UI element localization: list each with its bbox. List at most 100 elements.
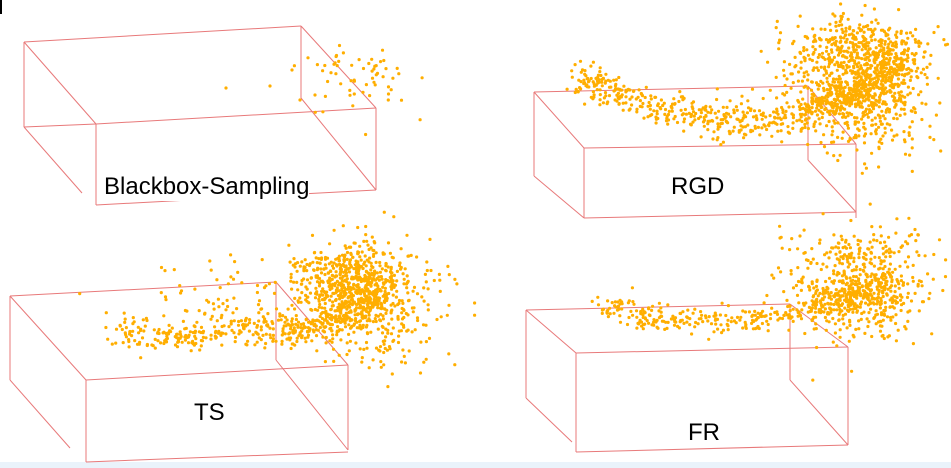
sample-point [328, 287, 332, 292]
sample-point [364, 132, 368, 137]
sample-point [209, 333, 213, 337]
sample-point [750, 321, 754, 325]
sample-point [750, 318, 755, 322]
sample-point [120, 327, 124, 332]
sample-point [347, 300, 351, 304]
sample-point [846, 298, 850, 302]
sample-point [848, 318, 852, 322]
sample-point [216, 297, 220, 301]
sample-point [415, 292, 420, 296]
sample-point [906, 85, 911, 89]
sample-point [843, 312, 848, 316]
sample-point [903, 48, 907, 52]
sample-point [396, 316, 400, 320]
sample-point [314, 324, 318, 328]
sample-point [834, 43, 838, 47]
sample-point [715, 116, 719, 120]
sample-point [877, 100, 881, 104]
sample-point [902, 138, 907, 142]
sample-point [720, 301, 724, 305]
sample-point [880, 109, 884, 113]
sample-point [346, 295, 350, 299]
sample-point [732, 319, 737, 323]
sample-point [399, 247, 403, 251]
sample-point [371, 305, 375, 309]
sample-point [406, 254, 410, 258]
sample-point [861, 72, 865, 76]
sample-point [774, 75, 778, 79]
sample-point [318, 302, 322, 307]
sample-point [377, 278, 381, 282]
sample-point [897, 8, 901, 12]
sample-point [399, 329, 403, 333]
sample-point [397, 72, 401, 76]
sample-point [290, 287, 294, 291]
sample-point [856, 305, 860, 309]
sample-point [806, 86, 810, 90]
sample-point [329, 71, 333, 75]
sample-point [377, 296, 381, 300]
sample-point [848, 323, 852, 327]
sample-point [349, 310, 353, 314]
sample-point [899, 29, 903, 33]
sample-point [267, 282, 271, 286]
sample-point [390, 372, 394, 376]
sample-point [372, 67, 376, 71]
sample-point [822, 291, 826, 295]
sample-point [153, 346, 157, 350]
sample-point [803, 59, 807, 63]
sample-point [321, 287, 325, 291]
sample-point [397, 334, 401, 338]
sample-point [856, 81, 860, 85]
sample-point [750, 87, 755, 91]
sample-point [819, 267, 823, 272]
sample-point [846, 114, 850, 118]
sample-point [699, 108, 703, 112]
sample-point [826, 312, 830, 316]
sample-point [632, 89, 636, 93]
sample-point [925, 76, 929, 80]
sample-point [755, 118, 759, 122]
sample-point [880, 141, 884, 145]
sample-point [573, 90, 577, 95]
sample-point [359, 292, 363, 296]
sample-point [894, 112, 898, 116]
sample-point [747, 310, 752, 314]
sample-point [268, 326, 272, 330]
sample-point [879, 137, 883, 141]
sample-point [699, 111, 704, 115]
sample-point [852, 260, 856, 264]
sample-point [648, 107, 652, 111]
sample-point [789, 72, 793, 76]
sample-point [369, 330, 373, 334]
sample-point [638, 99, 643, 103]
sample-point [868, 53, 872, 57]
sample-point [802, 49, 806, 53]
sample-point [191, 339, 195, 343]
sample-point [782, 60, 787, 64]
sample-point [621, 101, 625, 105]
sample-point [380, 331, 385, 335]
sample-point [739, 315, 743, 319]
sample-point [838, 108, 843, 112]
sample-point [318, 281, 322, 285]
sample-point [831, 340, 835, 344]
sample-point [144, 316, 148, 320]
sample-point [789, 86, 793, 90]
sample-point [869, 100, 874, 105]
sample-point [610, 301, 614, 305]
sample-point [326, 294, 330, 298]
sample-point [846, 126, 851, 130]
sample-point [699, 135, 703, 139]
sample-point [591, 60, 596, 64]
sample-point [749, 128, 753, 132]
sample-point [296, 261, 300, 265]
sample-point [881, 246, 885, 250]
sample-point [842, 49, 846, 53]
sample-point [673, 316, 678, 320]
sample-point [838, 91, 842, 95]
sample-point [317, 257, 321, 261]
sample-point [714, 322, 718, 326]
sample-point [835, 29, 839, 33]
sample-point [768, 317, 773, 321]
